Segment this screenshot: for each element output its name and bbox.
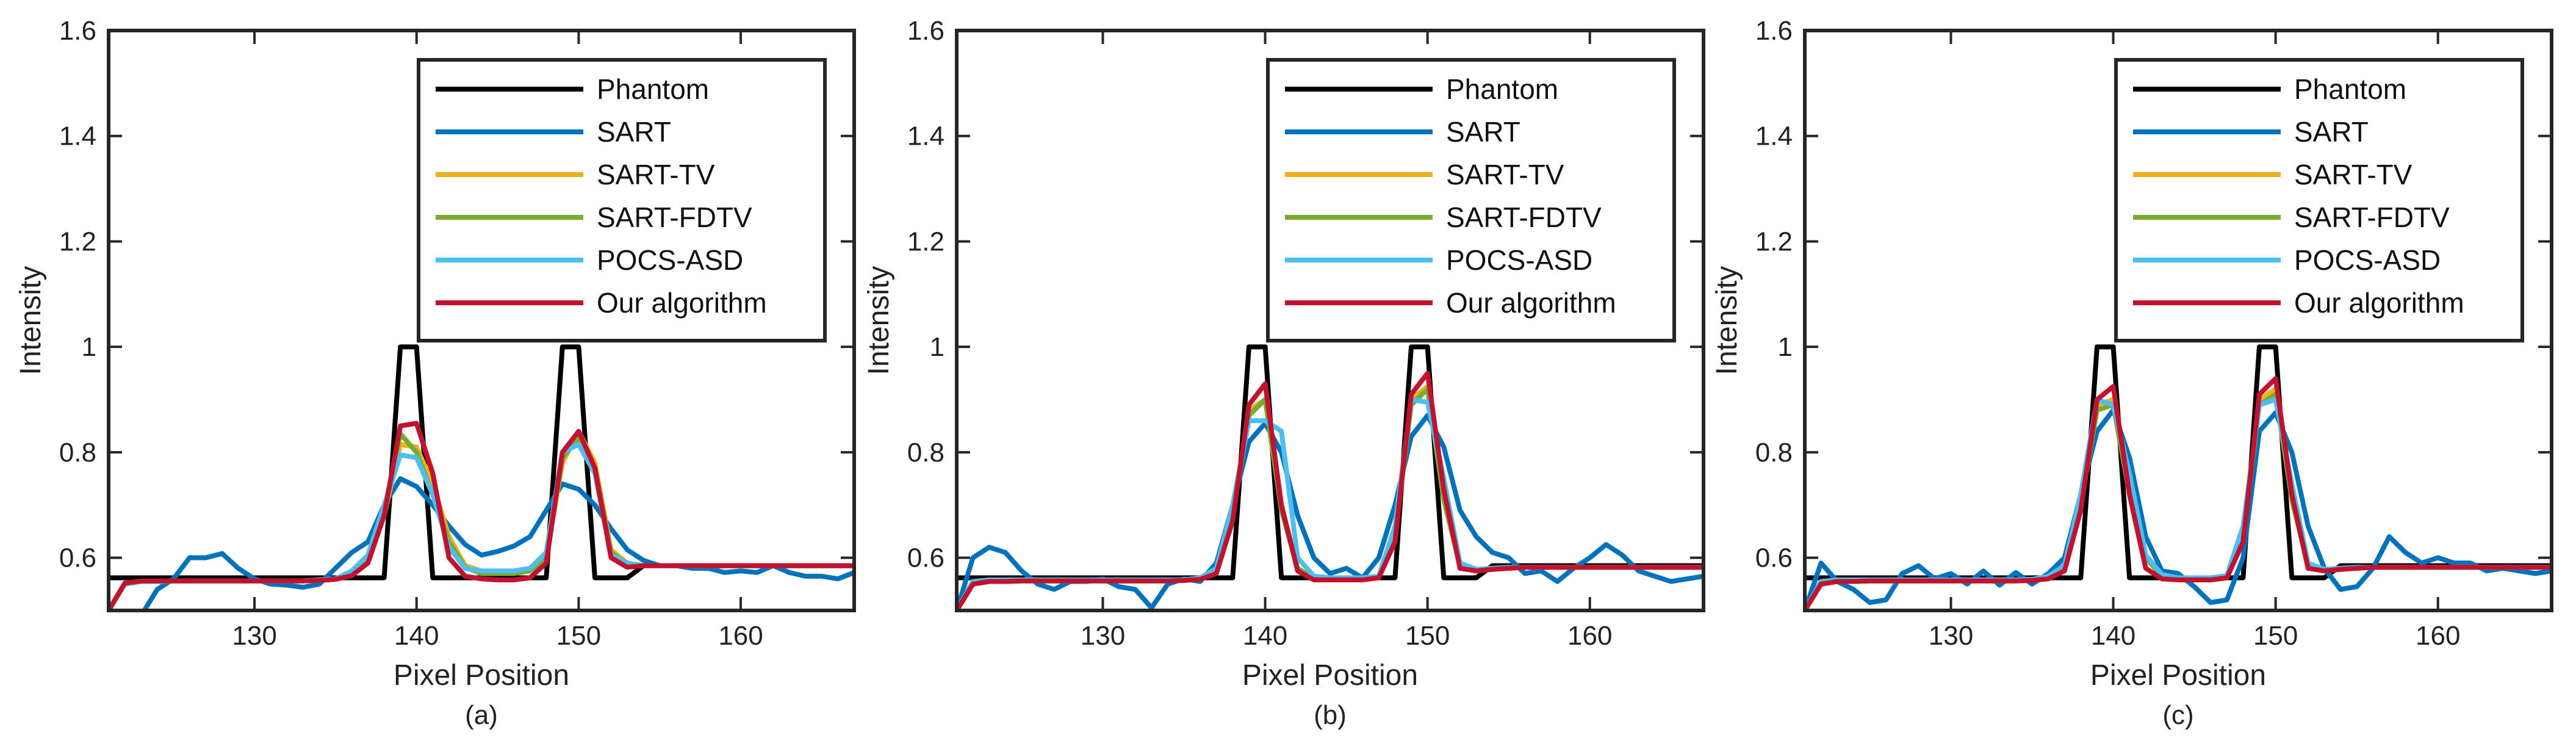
x-tick-label: 150: [2253, 621, 2298, 651]
legend-label-our-algorithm: Our algorithm: [597, 287, 767, 319]
x-tick-label: 140: [1243, 621, 1287, 651]
y-tick-label: 1.4: [1755, 121, 1793, 151]
y-tick-label: 1.2: [907, 226, 944, 256]
y-tick-label: 0.6: [59, 543, 96, 573]
y-tick-label: 0.6: [907, 543, 944, 573]
series-line-sart: [141, 476, 854, 610]
legend-label-pocs-asd: POCS-ASD: [597, 244, 743, 276]
y-tick-label: 1.2: [1755, 226, 1793, 256]
x-tick-label: 130: [1929, 621, 1973, 651]
x-tick-label: 130: [1081, 621, 1125, 651]
panel-caption: (a): [465, 700, 498, 730]
x-axis-label: Pixel Position: [394, 659, 569, 692]
x-tick-label: 160: [1567, 621, 1612, 651]
series-line-our-algorithm: [957, 371, 1704, 610]
y-tick-label: 1: [82, 332, 96, 362]
y-tick-label: 1.6: [1755, 16, 1793, 46]
legend-label-pocs-asd: POCS-ASD: [2294, 244, 2441, 276]
x-tick-label: 140: [394, 621, 439, 651]
panel-caption: (b): [1314, 700, 1347, 730]
x-tick-label: 140: [2091, 621, 2135, 651]
legend-label-sart-fdtv: SART-FDTV: [597, 201, 752, 233]
series-line-sart: [1805, 407, 2552, 610]
y-tick-label: 1.2: [59, 226, 96, 256]
series-line-our-algorithm: [109, 421, 854, 610]
y-tick-label: 1: [930, 332, 944, 362]
legend-label-sart-fdtv: SART-FDTV: [2294, 201, 2450, 233]
y-axis-label: Intensity: [1711, 266, 1743, 375]
y-tick-label: 1.4: [907, 121, 944, 151]
x-tick-label: 160: [2416, 621, 2460, 651]
y-tick-label: 1.6: [59, 16, 96, 46]
legend: Phantom SART SART-TV SART-FDTV POCS-ASD Our a…: [2114, 58, 2524, 342]
legend-label-phantom: Phantom: [597, 73, 709, 105]
series-lines: [957, 344, 1704, 610]
series-lines: [109, 344, 854, 610]
y-tick-label: 0.6: [1755, 543, 1793, 573]
y-tick-label: 0.8: [907, 438, 944, 468]
legend-label-sart-tv: SART-TV: [1446, 159, 1564, 190]
chart-panel-1: 0.6 0.8 1 1.2 1.4 1.6 130 140 150 160 Pixel Positi…: [863, 16, 1705, 730]
axes-box: [1803, 29, 2553, 612]
legend-label-sart-fdtv: SART-FDTV: [1446, 201, 1602, 233]
y-tick-label: 0.8: [1755, 438, 1793, 468]
panel-caption: (c): [2162, 700, 2193, 730]
legend-label-pocs-asd: POCS-ASD: [1446, 244, 1592, 276]
y-tick-label: 0.8: [59, 438, 96, 468]
legend-label-sart-tv: SART-TV: [597, 159, 715, 190]
y-tick-label: 1.4: [59, 121, 96, 151]
legend-label-sart: SART: [2294, 116, 2369, 148]
x-tick-label: 160: [718, 621, 763, 651]
legend: Phantom SART SART-TV SART-FDTV POCS-ASD Our a…: [1266, 58, 1676, 342]
y-axis-label: Intensity: [15, 266, 47, 375]
legend: Phantom SART SART-TV SART-FDTV POCS-ASD Our a…: [417, 58, 827, 342]
legend-box: [417, 58, 827, 342]
legend-label-phantom: Phantom: [1446, 73, 1558, 105]
chart-panel-0: 0.6 0.8 1 1.2 1.4 1.6 130 140 150 160 Pixel Positi…: [15, 16, 856, 730]
legend-box: [1266, 58, 1676, 342]
legend-label-our-algorithm: Our algorithm: [2294, 287, 2464, 319]
x-axis-label: Pixel Position: [1242, 659, 1418, 692]
legend-label-sart: SART: [597, 116, 671, 148]
legend-label-sart-tv: SART-TV: [2294, 159, 2412, 190]
x-axis-label: Pixel Position: [2090, 659, 2266, 692]
y-axis-label: Intensity: [863, 266, 895, 375]
axes-box: [955, 29, 1705, 612]
x-tick-label: 150: [1405, 621, 1450, 651]
x-tick-label: 130: [232, 621, 276, 651]
y-tick-label: 1: [1778, 332, 1793, 362]
legend-box: [2114, 58, 2524, 342]
x-tick-label: 150: [556, 621, 601, 651]
series-line-our-algorithm: [1805, 376, 2552, 610]
legend-label-sart: SART: [1446, 116, 1520, 148]
legend-label-phantom: Phantom: [2294, 73, 2406, 105]
axes-box: [107, 29, 856, 612]
series-lines: [1805, 344, 2552, 610]
chart-panel-2: 0.6 0.8 1 1.2 1.4 1.6 130 140 150 160 Pixel Positi…: [1711, 16, 2553, 730]
legend-label-our-algorithm: Our algorithm: [1446, 287, 1616, 319]
y-tick-label: 1.6: [907, 16, 944, 46]
